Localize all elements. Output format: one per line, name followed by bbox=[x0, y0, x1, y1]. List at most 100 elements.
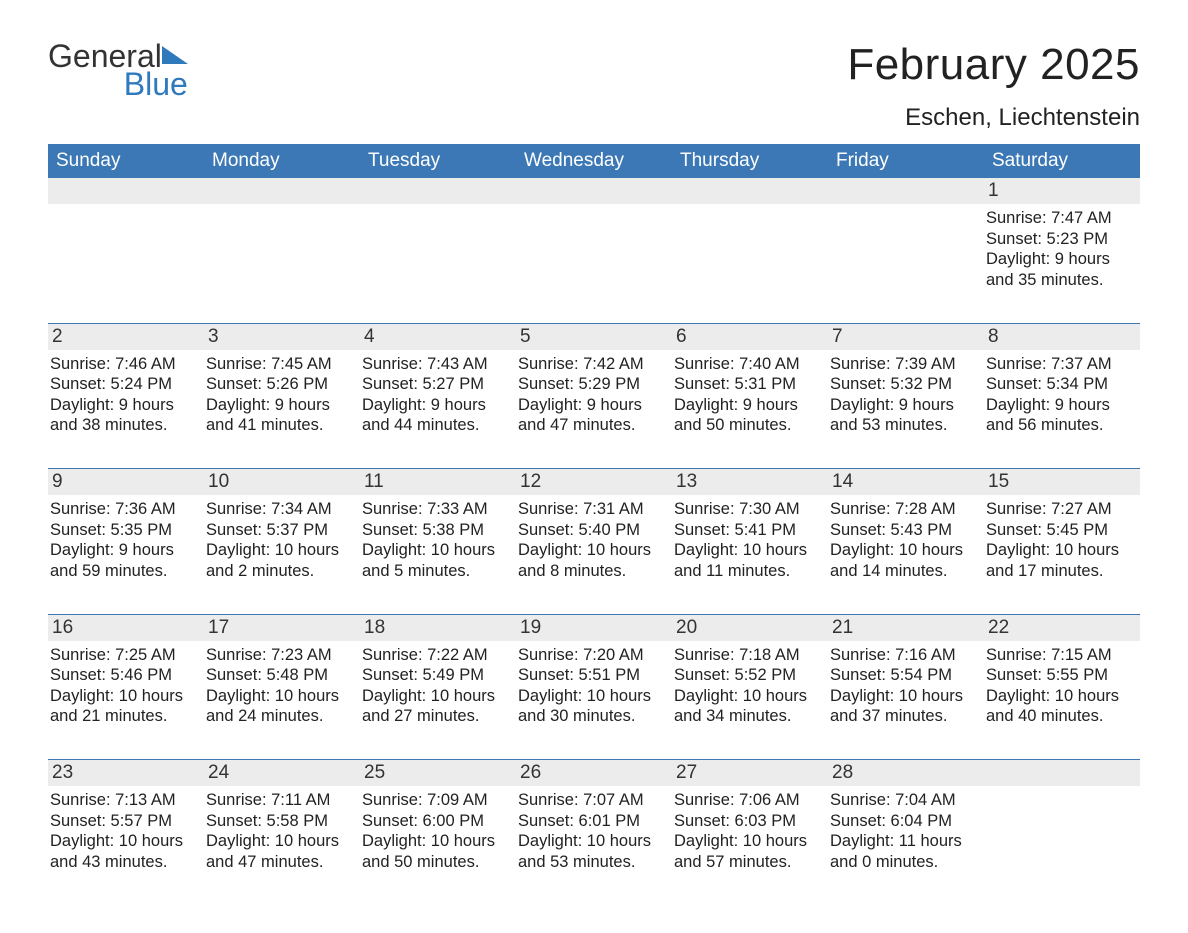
sunrise-label: Sunrise: 7:16 AM bbox=[830, 645, 978, 666]
sunset-label: Sunset: 5:51 PM bbox=[518, 665, 666, 686]
day-details: Sunrise: 7:37 AMSunset: 5:34 PMDaylight:… bbox=[986, 354, 1134, 437]
day-number: 5 bbox=[516, 324, 672, 350]
daylight-label: Daylight: 10 hours bbox=[362, 686, 510, 707]
day-details: Sunrise: 7:39 AMSunset: 5:32 PMDaylight:… bbox=[830, 354, 978, 437]
day-details: Sunrise: 7:27 AMSunset: 5:45 PMDaylight:… bbox=[986, 499, 1134, 582]
sunset-label: Sunset: 6:03 PM bbox=[674, 811, 822, 832]
day-cell: 24Sunrise: 7:11 AMSunset: 5:58 PMDayligh… bbox=[204, 760, 360, 893]
sunrise-label: Sunrise: 7:39 AM bbox=[830, 354, 978, 375]
week-row: 16 Sunrise: 7:25 AMSunset: 5:46 PMDayligh… bbox=[48, 614, 1140, 748]
daylight-label-2: and 40 minutes. bbox=[986, 706, 1134, 727]
sunset-label: Sunset: 5:23 PM bbox=[986, 229, 1134, 250]
sunrise-label: Sunrise: 7:25 AM bbox=[50, 645, 198, 666]
sunset-label: Sunset: 6:01 PM bbox=[518, 811, 666, 832]
day-cell: 28Sunrise: 7:04 AMSunset: 6:04 PMDayligh… bbox=[828, 760, 984, 893]
day-cell: 6Sunrise: 7:40 AMSunset: 5:31 PMDaylight… bbox=[672, 324, 828, 457]
sunrise-label: Sunrise: 7:46 AM bbox=[50, 354, 198, 375]
daylight-label: Daylight: 10 hours bbox=[674, 831, 822, 852]
daylight-label-2: and 5 minutes. bbox=[362, 561, 510, 582]
daylight-label: Daylight: 9 hours bbox=[206, 395, 354, 416]
daylight-label: Daylight: 9 hours bbox=[986, 249, 1134, 270]
day-cell: 3 Sunrise: 7:45 AMSunset: 5:26 PMDaylight… bbox=[204, 324, 360, 457]
daylight-label: Daylight: 10 hours bbox=[518, 540, 666, 561]
day-number: 1 bbox=[984, 178, 1140, 204]
day-number: 20 bbox=[672, 615, 828, 641]
day-number bbox=[360, 178, 516, 204]
sunrise-label: Sunrise: 7:11 AM bbox=[206, 790, 354, 811]
sunset-label: Sunset: 5:26 PM bbox=[206, 374, 354, 395]
sunset-label: Sunset: 5:37 PM bbox=[206, 520, 354, 541]
daylight-label-2: and 47 minutes. bbox=[518, 415, 666, 436]
day-number: 28 bbox=[828, 760, 984, 786]
daylight-label-2: and 2 minutes. bbox=[206, 561, 354, 582]
daylight-label: Daylight: 10 hours bbox=[986, 540, 1134, 561]
day-number: 22 bbox=[984, 615, 1140, 641]
daylight-label-2: and 57 minutes. bbox=[674, 852, 822, 873]
weekday-header-row: Sunday Monday Tuesday Wednesday Thursday… bbox=[48, 144, 1140, 178]
daylight-label-2: and 34 minutes. bbox=[674, 706, 822, 727]
sunset-label: Sunset: 5:48 PM bbox=[206, 665, 354, 686]
day-details: Sunrise: 7:22 AMSunset: 5:49 PMDaylight:… bbox=[362, 645, 510, 728]
day-cell: 16 Sunrise: 7:25 AMSunset: 5:46 PMDayligh… bbox=[48, 615, 204, 748]
brand-logo: General Blue bbox=[48, 40, 188, 100]
day-details: Sunrise: 7:43 AMSunset: 5:27 PMDaylight:… bbox=[362, 354, 510, 437]
day-details: Sunrise: 7:13 AMSunset: 5:57 PMDaylight:… bbox=[50, 790, 198, 873]
daylight-label-2: and 37 minutes. bbox=[830, 706, 978, 727]
day-cell: 2Sunrise: 7:46 AMSunset: 5:24 PMDaylight… bbox=[48, 324, 204, 457]
weekday-header: Thursday bbox=[672, 144, 828, 178]
daylight-label: Daylight: 9 hours bbox=[830, 395, 978, 416]
day-details: Sunrise: 7:31 AMSunset: 5:40 PMDaylight:… bbox=[518, 499, 666, 582]
day-details: Sunrise: 7:45 AMSunset: 5:26 PMDaylight:… bbox=[206, 354, 354, 437]
brand-text: General Blue bbox=[48, 40, 188, 100]
daylight-label-2: and 59 minutes. bbox=[50, 561, 198, 582]
day-cell: 20Sunrise: 7:18 AMSunset: 5:52 PMDayligh… bbox=[672, 615, 828, 748]
sunrise-label: Sunrise: 7:37 AM bbox=[986, 354, 1134, 375]
sunset-label: Sunset: 5:35 PM bbox=[50, 520, 198, 541]
sunrise-label: Sunrise: 7:13 AM bbox=[50, 790, 198, 811]
sunset-label: Sunset: 6:00 PM bbox=[362, 811, 510, 832]
daylight-label: Daylight: 9 hours bbox=[518, 395, 666, 416]
daylight-label: Daylight: 10 hours bbox=[362, 540, 510, 561]
sunset-label: Sunset: 5:43 PM bbox=[830, 520, 978, 541]
sunrise-label: Sunrise: 7:28 AM bbox=[830, 499, 978, 520]
header: General Blue February 2025 Eschen, Liech… bbox=[48, 40, 1140, 132]
day-number: 25 bbox=[360, 760, 516, 786]
location-label: Eschen, Liechtenstein bbox=[847, 104, 1140, 132]
daylight-label: Daylight: 10 hours bbox=[986, 686, 1134, 707]
daylight-label-2: and 8 minutes. bbox=[518, 561, 666, 582]
sunrise-label: Sunrise: 7:45 AM bbox=[206, 354, 354, 375]
day-details: Sunrise: 7:20 AMSunset: 5:51 PMDaylight:… bbox=[518, 645, 666, 728]
sunrise-label: Sunrise: 7:06 AM bbox=[674, 790, 822, 811]
day-number: 3 bbox=[204, 324, 360, 350]
daylight-label-2: and 56 minutes. bbox=[986, 415, 1134, 436]
daylight-label: Daylight: 10 hours bbox=[206, 686, 354, 707]
day-details: Sunrise: 7:33 AMSunset: 5:38 PMDaylight:… bbox=[362, 499, 510, 582]
daylight-label-2: and 47 minutes. bbox=[206, 852, 354, 873]
weekday-header: Monday bbox=[204, 144, 360, 178]
daylight-label-2: and 41 minutes. bbox=[206, 415, 354, 436]
daylight-label-2: and 24 minutes. bbox=[206, 706, 354, 727]
day-number: 12 bbox=[516, 469, 672, 495]
day-number: 15 bbox=[984, 469, 1140, 495]
sunset-label: Sunset: 5:34 PM bbox=[986, 374, 1134, 395]
day-number: 26 bbox=[516, 760, 672, 786]
sunrise-label: Sunrise: 7:27 AM bbox=[986, 499, 1134, 520]
weekday-header: Wednesday bbox=[516, 144, 672, 178]
sunset-label: Sunset: 5:54 PM bbox=[830, 665, 978, 686]
day-details: Sunrise: 7:46 AMSunset: 5:24 PMDaylight:… bbox=[50, 354, 198, 437]
daylight-label-2: and 44 minutes. bbox=[362, 415, 510, 436]
weeks-container: 1Sunrise: 7:47 AMSunset: 5:23 PMDaylight… bbox=[48, 178, 1140, 893]
month-title: February 2025 bbox=[847, 40, 1140, 90]
day-number: 24 bbox=[204, 760, 360, 786]
day-number: 16 bbox=[48, 615, 204, 641]
daylight-label-2: and 14 minutes. bbox=[830, 561, 978, 582]
day-cell: 8Sunrise: 7:37 AMSunset: 5:34 PMDaylight… bbox=[984, 324, 1140, 457]
daylight-label: Daylight: 10 hours bbox=[674, 686, 822, 707]
sunrise-label: Sunrise: 7:20 AM bbox=[518, 645, 666, 666]
weekday-header: Friday bbox=[828, 144, 984, 178]
day-cell: 22Sunrise: 7:15 AMSunset: 5:55 PMDayligh… bbox=[984, 615, 1140, 748]
daylight-label: Daylight: 10 hours bbox=[206, 831, 354, 852]
title-block: February 2025 Eschen, Liechtenstein bbox=[847, 40, 1140, 132]
day-cell bbox=[204, 178, 360, 311]
day-details: Sunrise: 7:25 AMSunset: 5:46 PMDaylight:… bbox=[50, 645, 198, 728]
